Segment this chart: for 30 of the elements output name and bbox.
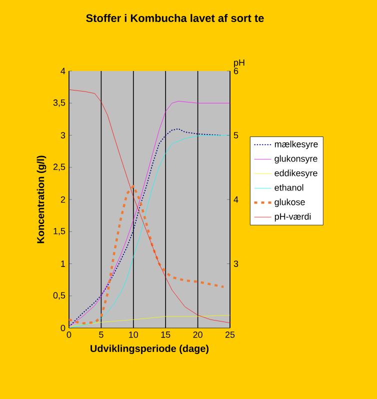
y2-tick-label: 4: [234, 196, 238, 203]
y-tick-label: 1,5: [54, 228, 66, 236]
y-tick-label: 3,5: [53, 99, 66, 107]
chart-title: Stoffer i Kombucha lavet af sort te: [86, 14, 264, 22]
y-tick-label: 2,5: [53, 164, 66, 172]
legend-label: ethanol: [274, 184, 304, 191]
y-axis-title: Koncentration (g/l): [36, 156, 46, 244]
y-tick-label: 4: [60, 68, 66, 74]
x-tick-label: 25: [225, 332, 235, 338]
y2-tick-label: 5: [234, 132, 238, 138]
x-tick-label: 20: [193, 332, 202, 338]
y2-axis-title: pH: [234, 59, 244, 68]
y-tick-label: 1: [61, 260, 66, 267]
y-tick-label: 0: [60, 324, 66, 332]
x-tick-label: 15: [161, 332, 170, 338]
legend-label: glukonsyre: [274, 155, 318, 164]
y2-tick-label: 6: [234, 68, 238, 74]
legend-label: mælkesyre: [274, 140, 318, 150]
legend-label: eddikesyre: [274, 170, 318, 178]
x-tick-label: 10: [129, 332, 138, 338]
x-axis-title: Udviklingsperiode (dage): [90, 344, 209, 354]
y2-tick-label: 3: [234, 260, 238, 267]
x-tick-label: 5: [99, 332, 104, 338]
y-tick-label: 2: [60, 196, 66, 203]
legend-label: pH-værdi: [274, 213, 311, 222]
x-tick-label: 0: [66, 332, 72, 338]
legend-label: glukose: [274, 198, 305, 207]
y-tick-label: 3: [60, 132, 66, 138]
line-series: [69, 184, 225, 325]
y-tick-label: 0,5: [53, 292, 66, 300]
